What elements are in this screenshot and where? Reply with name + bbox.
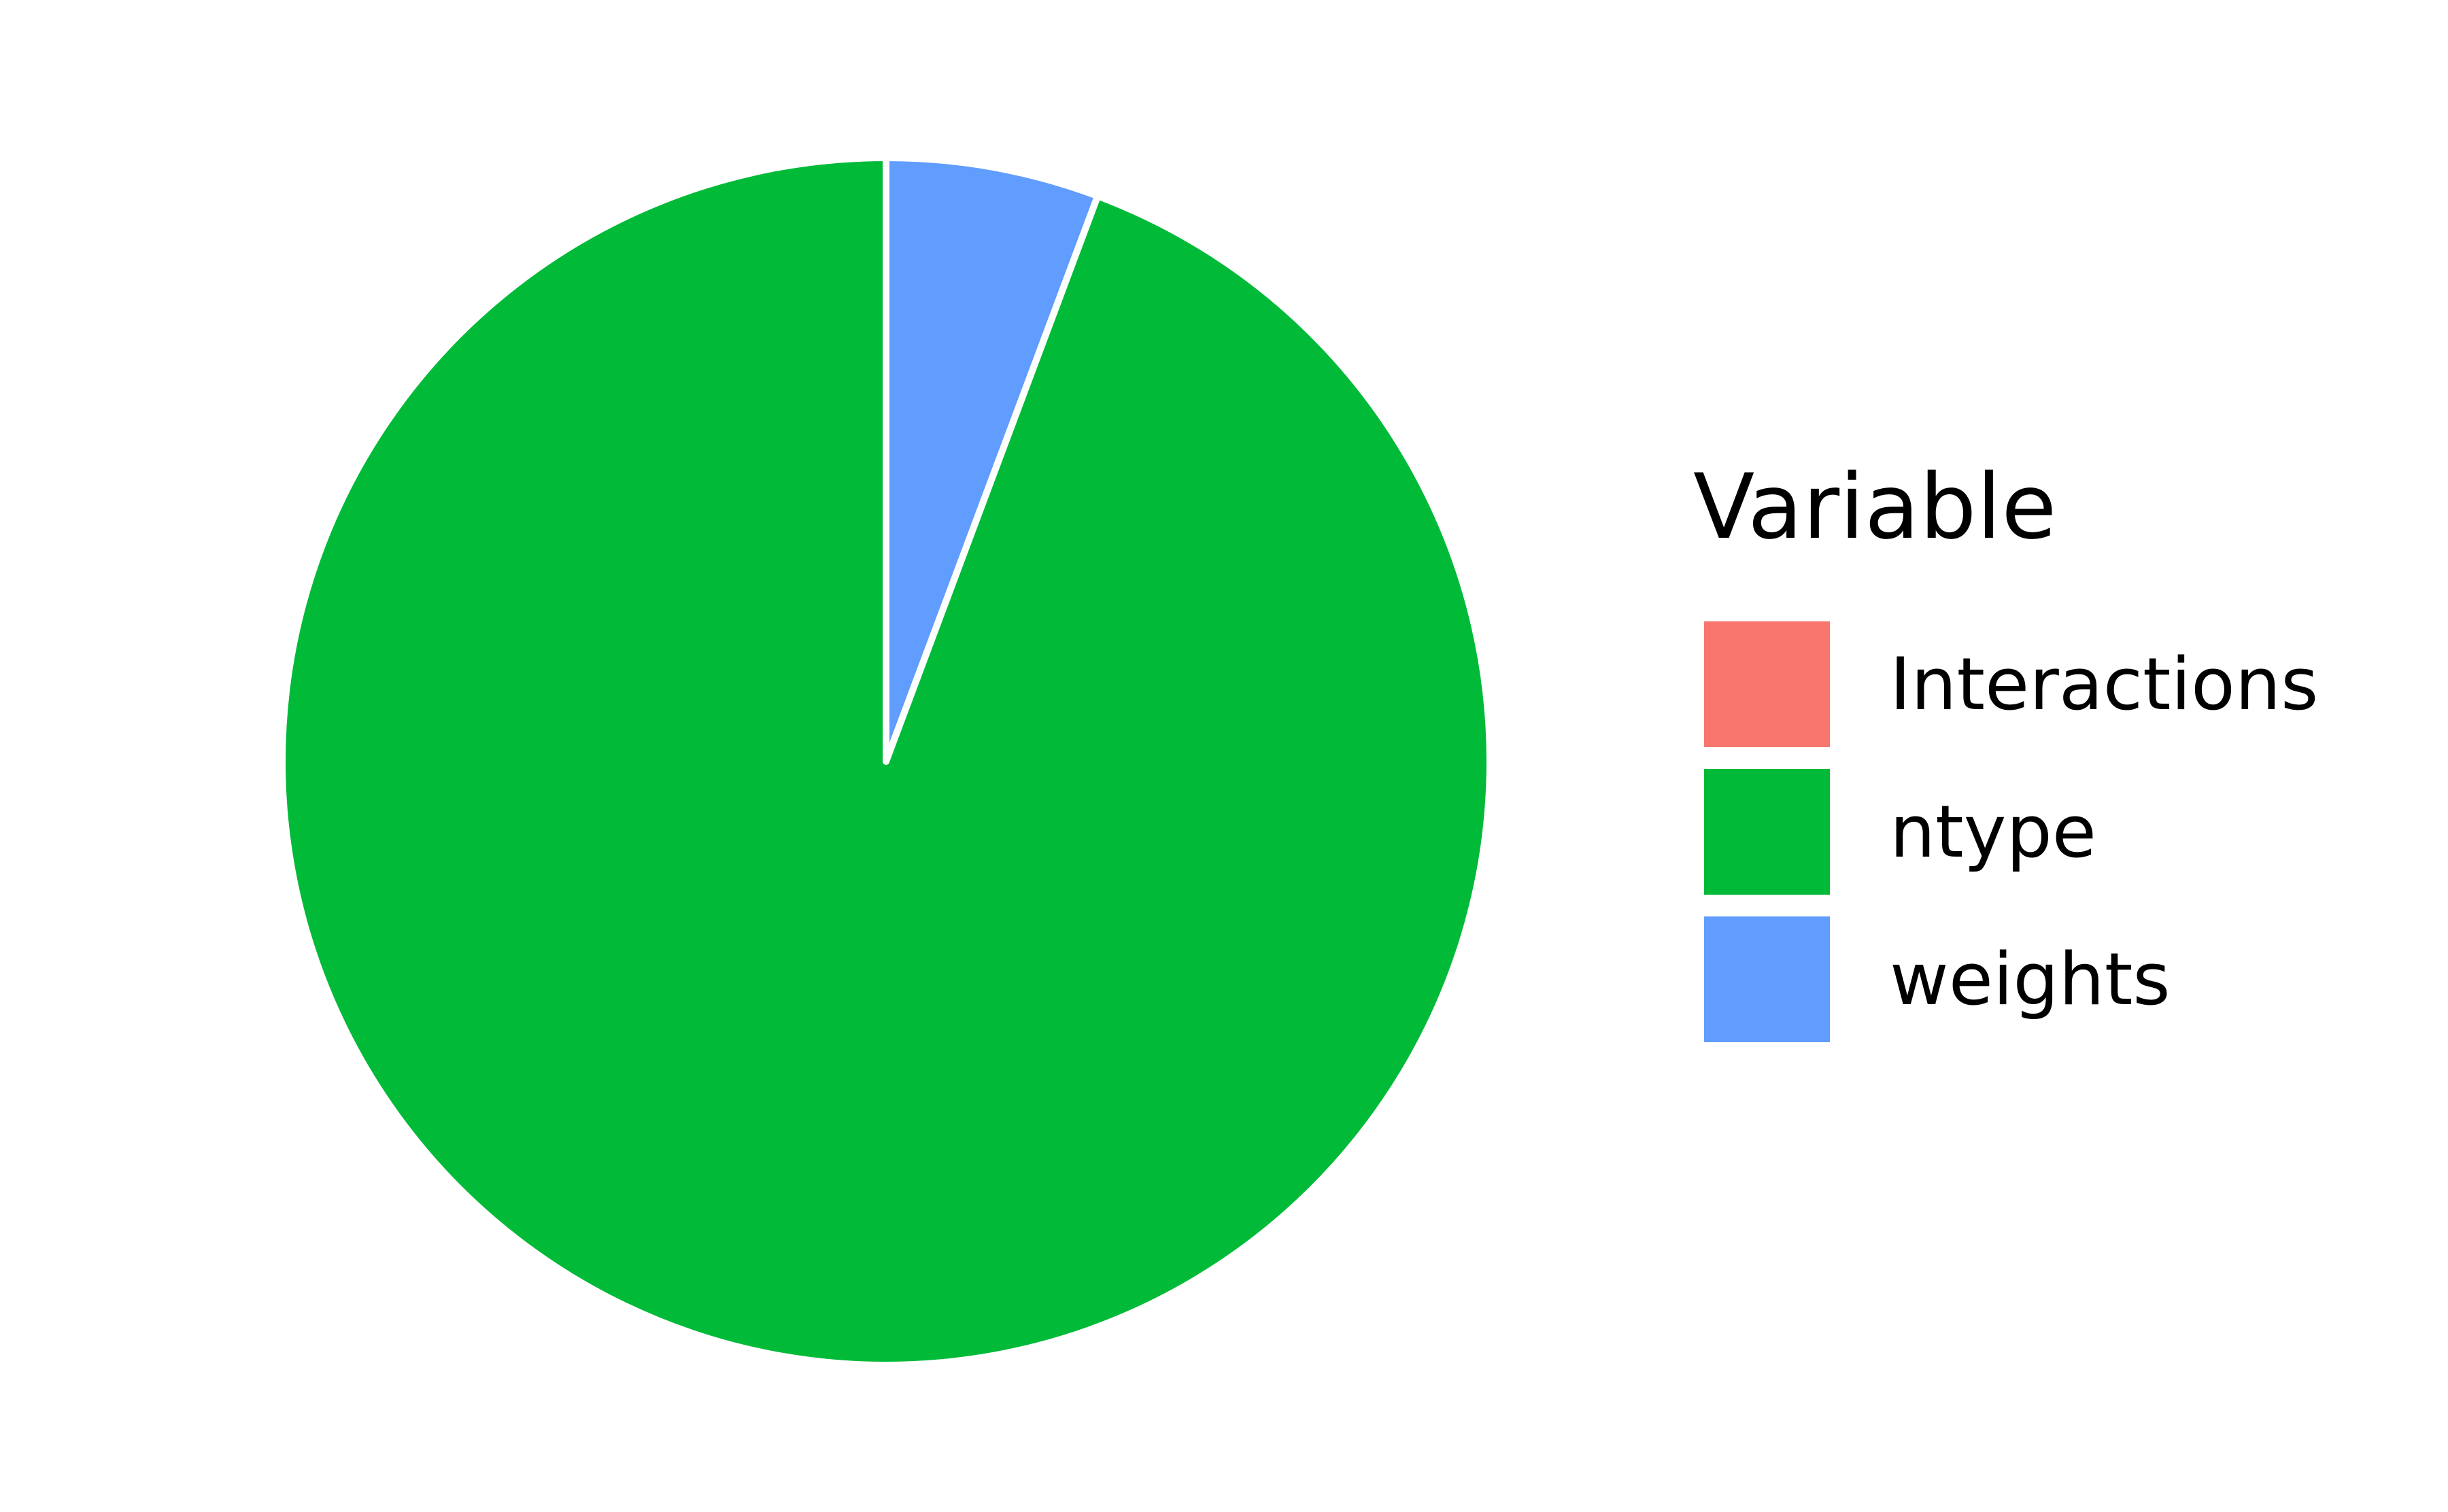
legend-item-ntype: ntype xyxy=(1693,758,2318,906)
legend-key-weights xyxy=(1704,916,1830,1042)
legend-key-ntype xyxy=(1704,769,1830,895)
legend-label-ntype: ntype xyxy=(1890,789,2096,874)
legend: Variable Interactions ntype weights xyxy=(1693,462,2318,1053)
legend-item-weights: weights xyxy=(1693,906,2318,1053)
legend-key-interactions xyxy=(1704,621,1830,747)
legend-item-interactions: Interactions xyxy=(1693,611,2318,758)
legend-title: Variable xyxy=(1693,455,2057,560)
pie-slices xyxy=(278,154,1493,1369)
legend-label-weights: weights xyxy=(1890,937,2171,1021)
legend-label-interactions: Interactions xyxy=(1890,642,2319,726)
